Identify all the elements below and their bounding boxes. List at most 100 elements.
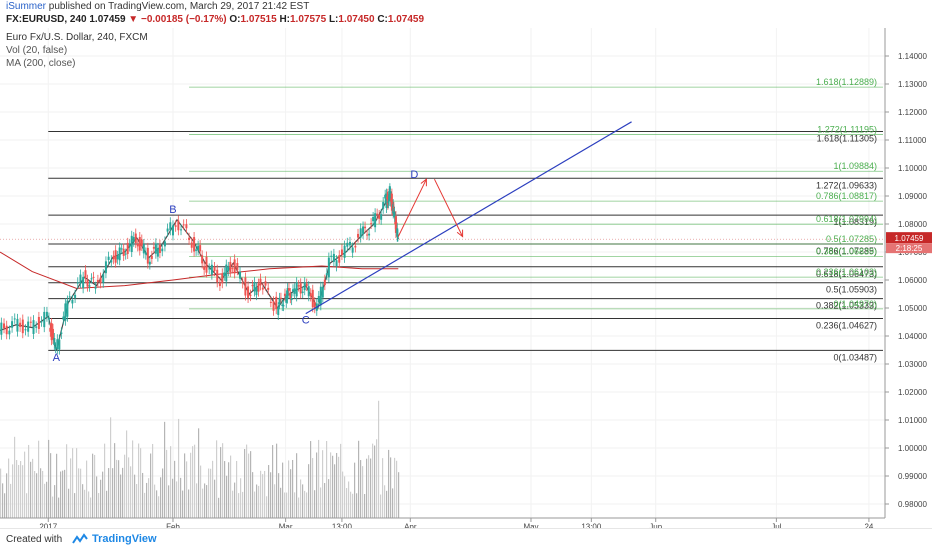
volume-bar [398, 472, 400, 518]
candle-body [163, 241, 166, 247]
volume-bar [268, 465, 270, 518]
legend-volume: Vol (20, false) [6, 45, 67, 56]
candle-body [94, 286, 97, 289]
candle-body [56, 339, 59, 350]
time-tick-label: Jun [649, 523, 662, 528]
candle-body [278, 297, 281, 305]
volume-bar [326, 441, 328, 518]
candle-body [291, 289, 294, 292]
candle-body [120, 248, 123, 250]
down-arrow-icon: ▼ [128, 14, 139, 25]
volume-bar [388, 449, 390, 518]
volume-bar [54, 485, 56, 518]
candle-body [388, 191, 391, 202]
candle-body [54, 347, 57, 349]
volume-bar [214, 479, 216, 518]
volume-bar [236, 460, 238, 518]
candle-body [301, 291, 304, 293]
volume-bar [10, 483, 12, 518]
volume-bar [262, 474, 264, 518]
time-tick-label: May [523, 523, 538, 528]
candle-body [126, 242, 129, 254]
volume-bar [46, 481, 48, 518]
last-price-tag [886, 232, 932, 244]
candle-body [182, 224, 185, 226]
volume-bar [40, 468, 42, 518]
time-tick-label: Jul [771, 523, 781, 528]
brand-link[interactable]: TradingView [92, 533, 157, 545]
volume-bar [324, 483, 326, 518]
candle-body [359, 228, 362, 238]
candle-body [210, 264, 213, 275]
volume-bar [270, 472, 272, 518]
volume-bar [258, 485, 260, 518]
volume-bar [150, 453, 152, 518]
candle-body [257, 283, 260, 292]
fib-level-label: 1.272(1.09633) [816, 180, 877, 190]
candle-body [343, 245, 346, 258]
candle-body [392, 206, 395, 208]
volume-bar [142, 472, 144, 518]
candle-body [295, 282, 298, 297]
volume-bar [178, 418, 180, 518]
candle-body [45, 311, 48, 317]
legend: Euro Fx/U.S. Dollar, 240, FXCM Vol (20, … [6, 32, 148, 69]
volume-bar [164, 421, 166, 518]
candle-body [107, 256, 110, 260]
time-axis: 2017 Feb Mar 13:00 Apr May 13:00 Jun Jul 24 [0, 517, 885, 528]
candle-body [223, 272, 226, 276]
candle-body [58, 339, 61, 350]
volume-bar [264, 470, 266, 518]
price-chart[interactable]: 0(1.03487)0.236(1.04627)0.382(1.05333)0.… [0, 28, 932, 528]
fib-level-label: 0.236(1.04627) [816, 320, 877, 330]
volume-bar [334, 464, 336, 518]
candle-body [146, 247, 149, 264]
low-value: 1.07450 [338, 14, 375, 25]
price-candles [0, 183, 399, 355]
candle-body [307, 286, 310, 297]
candle-body [177, 220, 180, 231]
candle-body [158, 244, 161, 254]
volume-bar [250, 451, 252, 518]
symbol-label: FX:EURUSD, 240 [6, 14, 87, 25]
publish-line: iSummer published on TradingView.com, Ma… [6, 1, 309, 12]
volume-bar [74, 493, 76, 518]
candle-body [208, 268, 211, 270]
tradingview-logo-icon [72, 533, 88, 544]
candle-body [40, 321, 43, 323]
volume-bar [392, 488, 394, 518]
volume-bars [0, 400, 400, 518]
candle-body [114, 250, 117, 263]
candle-body [66, 300, 69, 317]
volume-bar [128, 457, 130, 518]
volume-bar [248, 453, 250, 518]
author-link[interactable]: iSummer [6, 1, 47, 12]
candle-body [174, 225, 177, 227]
candle-body [122, 248, 125, 256]
volume-bar [256, 484, 258, 518]
open-label: O: [229, 14, 241, 25]
volume-bar [28, 444, 30, 518]
volume-bar [20, 461, 22, 518]
volume-bar [158, 496, 160, 518]
volume-bar [358, 440, 360, 518]
volume-bar [200, 465, 202, 518]
volume-bar [272, 445, 274, 518]
price-tick-label: 1.00000 [898, 444, 927, 453]
candle-body [272, 301, 275, 311]
volume-bar [42, 470, 44, 518]
candle-body [396, 228, 399, 237]
candle-body [317, 295, 320, 303]
candle-body [8, 330, 11, 335]
volume-bar [344, 476, 346, 518]
volume-bar [320, 487, 322, 518]
open-value: 1.07515 [240, 14, 277, 25]
close-label: C: [377, 14, 388, 25]
candle-body [71, 300, 74, 304]
volume-bar [160, 477, 162, 518]
volume-bar [30, 461, 32, 518]
candle-body [82, 276, 85, 289]
fib-level-label: 1(1.09884) [833, 161, 877, 171]
candle-body [43, 311, 46, 328]
candle-body [102, 274, 105, 283]
